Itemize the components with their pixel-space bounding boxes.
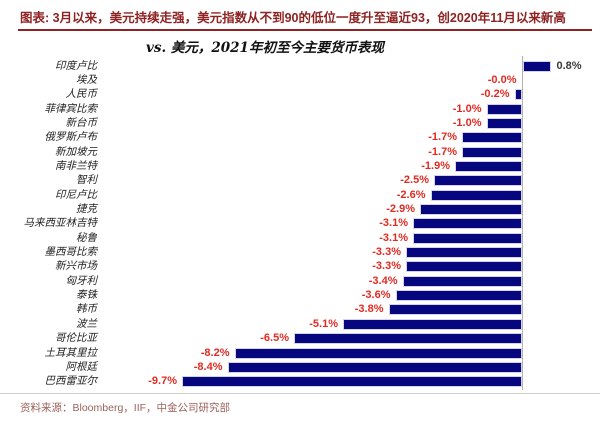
value-bar: [406, 247, 522, 259]
value-bar: [522, 60, 551, 72]
category-label: 韩币: [76, 303, 97, 316]
category-label: 马来西亚林吉特: [23, 217, 98, 230]
value-label: -0.0%: [487, 73, 517, 86]
value-bar: [462, 132, 522, 144]
value-label: -9.7%: [148, 375, 177, 388]
category-label: 印尼卢比: [55, 188, 97, 201]
value-label: -2.6%: [396, 188, 426, 201]
value-bar: [182, 376, 522, 388]
category-label: 巴西雷亚尔: [44, 375, 98, 388]
value-bar: [434, 175, 522, 187]
category-label: 俄罗斯卢布: [44, 131, 98, 144]
category-label: 土耳其里拉: [44, 346, 98, 359]
category-label: 埃及: [76, 73, 97, 86]
chart-caption: 图表: 3月以来，美元持续走强，美元指数从不到90的低位一度升至逼近93，创20…: [20, 11, 566, 25]
value-bar: [514, 89, 522, 101]
category-label: 新台币: [65, 116, 98, 129]
value-bar: [395, 290, 522, 302]
value-label: -1.0%: [452, 102, 482, 115]
caption-divider: [18, 29, 592, 31]
value-label: -2.9%: [386, 203, 415, 215]
category-label: 波兰: [76, 317, 97, 330]
value-bar: [343, 318, 522, 330]
value-bar: [388, 304, 522, 316]
category-label: 菲律宾比索: [44, 102, 98, 115]
category-label: 秘鲁: [76, 231, 97, 244]
zero-axis: [521, 56, 523, 390]
value-bar: [227, 361, 522, 373]
value-label: -3.1%: [379, 231, 408, 244]
value-label: -1.7%: [428, 131, 457, 144]
value-bar: [420, 204, 522, 215]
value-label: -5.1%: [309, 317, 338, 330]
value-label: -3.8%: [354, 303, 384, 316]
chart-title: vs. 美元，2021年初至今主要货币表现: [146, 40, 384, 56]
category-label: 印度卢比: [55, 59, 97, 72]
value-label: -3.3%: [372, 246, 401, 259]
category-label: 捷克: [76, 203, 97, 215]
category-label: 新兴市场: [55, 260, 97, 273]
value-label: -3.1%: [379, 217, 408, 230]
category-label: 南非兰特: [55, 159, 97, 172]
category-label: 墨西哥比索: [44, 246, 98, 259]
value-bar: [406, 261, 522, 273]
value-label: -3.6%: [361, 289, 391, 302]
value-bar: [430, 189, 522, 201]
source-text: 资料来源：Bloomberg，IIF，中金公司研究部: [20, 402, 231, 414]
value-bar: [486, 117, 522, 129]
value-bar: [402, 275, 522, 287]
category-label: 哥伦比亚: [55, 332, 97, 345]
value-label: -8.2%: [200, 346, 230, 359]
value-label: -3.3%: [372, 260, 401, 273]
category-label: 匈牙利: [65, 274, 98, 287]
value-bar: [413, 232, 522, 244]
value-label: 0.8%: [556, 59, 582, 72]
value-label: -8.4%: [193, 360, 223, 373]
category-label: 人民币: [65, 88, 98, 101]
value-label: -1.0%: [452, 116, 482, 129]
value-label: -2.5%: [400, 174, 429, 187]
footer-divider: [0, 393, 600, 394]
value-bar: [294, 333, 522, 345]
value-label: -0.2%: [480, 88, 510, 101]
category-label: 智利: [76, 174, 97, 187]
value-bar: [455, 160, 522, 172]
value-label: -6.5%: [260, 332, 289, 345]
category-label: 阿根廷: [65, 360, 98, 373]
value-bar: [486, 103, 522, 115]
value-label: -1.7%: [428, 145, 457, 158]
value-label: -1.9%: [421, 159, 450, 172]
value-bar: [462, 146, 522, 158]
value-bar: [413, 218, 522, 230]
value-label: -3.4%: [368, 274, 398, 287]
category-label: 泰铢: [76, 289, 97, 302]
category-label: 新加坡元: [55, 145, 97, 158]
bar-chart: 印度卢比 0.8% 埃及 -0.0% 人民币 -0.2% 菲律宾比索 -1.0% 新台币 -1.0…: [0, 56, 600, 393]
value-bar: [234, 347, 522, 359]
